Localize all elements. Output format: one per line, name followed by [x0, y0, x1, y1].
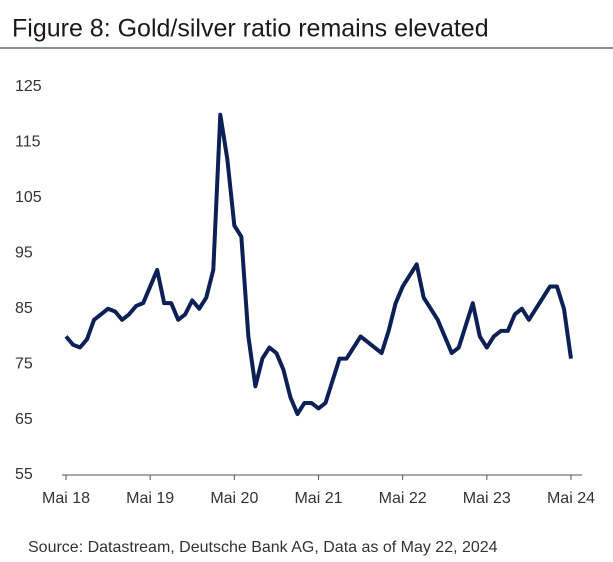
y-tick-label: 65	[15, 411, 33, 428]
x-tick-label: Mai 19	[126, 490, 174, 507]
x-tick-label: Mai 20	[210, 490, 258, 507]
y-tick-label: 115	[15, 134, 41, 151]
y-tick-label: 125	[15, 78, 42, 95]
y-tick-label: 95	[15, 245, 33, 262]
y-tick-label: 85	[15, 300, 33, 317]
y-tick-label: 55	[15, 466, 33, 483]
x-tick-label: Mai 23	[463, 490, 511, 507]
x-tick-label: Mai 18	[42, 490, 90, 507]
source-note: Source: Datastream, Deutsche Bank AG, Da…	[28, 539, 498, 556]
chart-title: Figure 8: Gold/silver ratio remains elev…	[12, 15, 489, 43]
data-line	[64, 112, 573, 417]
x-tick-label: Mai 21	[294, 490, 342, 507]
x-tick-label: Mai 24	[547, 490, 595, 507]
y-tick-label: 105	[15, 189, 42, 206]
y-tick-label: 75	[15, 355, 33, 372]
x-tick-label: Mai 22	[379, 490, 427, 507]
